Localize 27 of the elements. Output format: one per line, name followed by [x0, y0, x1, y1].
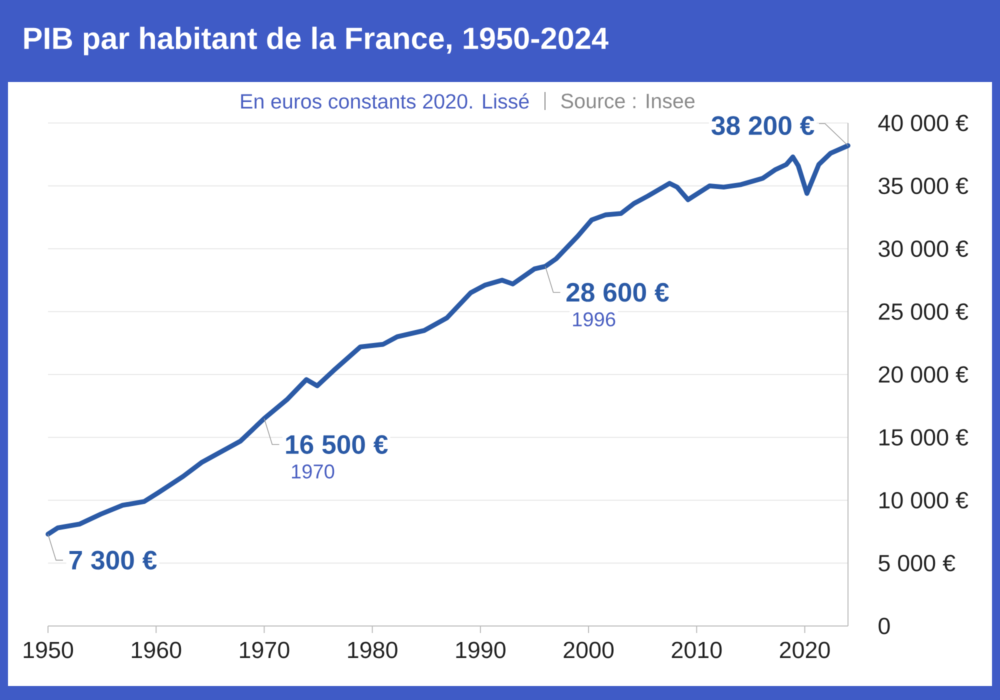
annotation: 7 300 €	[69, 550, 157, 570]
y-tick-label: 20 000 €	[878, 366, 968, 383]
x-tick-label: 2000	[564, 642, 614, 658]
y-tick-label: 5 000 €	[878, 554, 956, 572]
y-tick-label: 15 000 €	[879, 429, 968, 446]
annotation: 38 200 €	[712, 116, 814, 136]
annotation: 16 500 €	[286, 435, 388, 454]
chart-subtitle: En euros constants 2020. Lissé	[241, 93, 529, 109]
y-tick-label: 30 000 €	[878, 240, 968, 258]
x-tick-label: 2010	[672, 642, 722, 658]
x-tick-label: 1960	[132, 642, 182, 658]
y-tick-label: 10 000 €	[879, 492, 968, 509]
chart-title: PIB par habitant de la France, 1950-2024	[24, 26, 608, 56]
y-tick-label: 0	[878, 618, 890, 634]
annotation: 28 600 €	[566, 282, 669, 302]
x-tick-label: 2020	[780, 642, 830, 658]
x-tick-label: 1990	[456, 642, 506, 658]
x-tick-label: 1970	[240, 642, 290, 658]
x-tick-label: 1980	[348, 642, 398, 658]
y-tick-label: 35 000 €	[878, 178, 968, 194]
x-tick-label: 1950	[24, 642, 74, 658]
y-tick-label: 40 000 €	[878, 114, 968, 132]
annotation: 1996	[573, 312, 616, 326]
annotation: 1970	[292, 464, 334, 479]
y-tick-label: 25 000 €	[878, 303, 968, 320]
source-note: Source : Insee	[561, 94, 695, 108]
line-series	[46, 143, 850, 537]
